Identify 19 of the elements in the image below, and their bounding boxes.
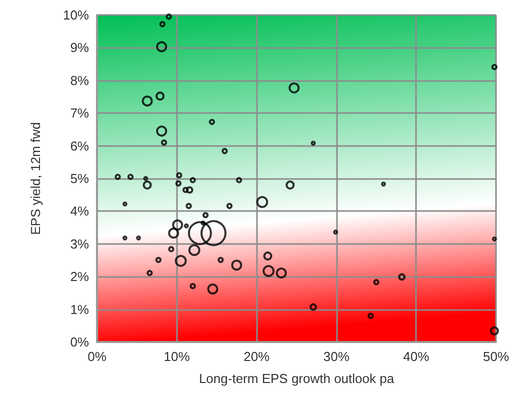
- y-tick-label: 4%: [70, 204, 90, 219]
- y-tick-label: 5%: [70, 171, 90, 186]
- y-axis-title: EPS yield, 12m fwd: [28, 122, 43, 235]
- y-tick-label: 1%: [70, 302, 90, 317]
- y-tick-label: 7%: [70, 106, 90, 121]
- x-tick-label: 10%: [164, 349, 190, 364]
- x-axis-title: Long-term EPS growth outlook pa: [198, 371, 395, 386]
- y-tick-label: 6%: [70, 138, 90, 154]
- y-tick-label: 9%: [70, 40, 90, 56]
- y-tick-label: 10%: [62, 8, 90, 22]
- y-tick-label: 0%: [70, 334, 90, 350]
- y-tick-label: 8%: [70, 72, 90, 88]
- x-tick-label: 0%: [88, 349, 107, 364]
- x-tick-label: 20%: [244, 349, 270, 364]
- x-tick-label: 50%: [482, 349, 510, 364]
- y-tick-label: 2%: [70, 269, 90, 284]
- x-tick-label: 30%: [323, 349, 350, 364]
- y-tick-label: 3%: [70, 236, 90, 252]
- x-tick-label: 40%: [403, 349, 430, 364]
